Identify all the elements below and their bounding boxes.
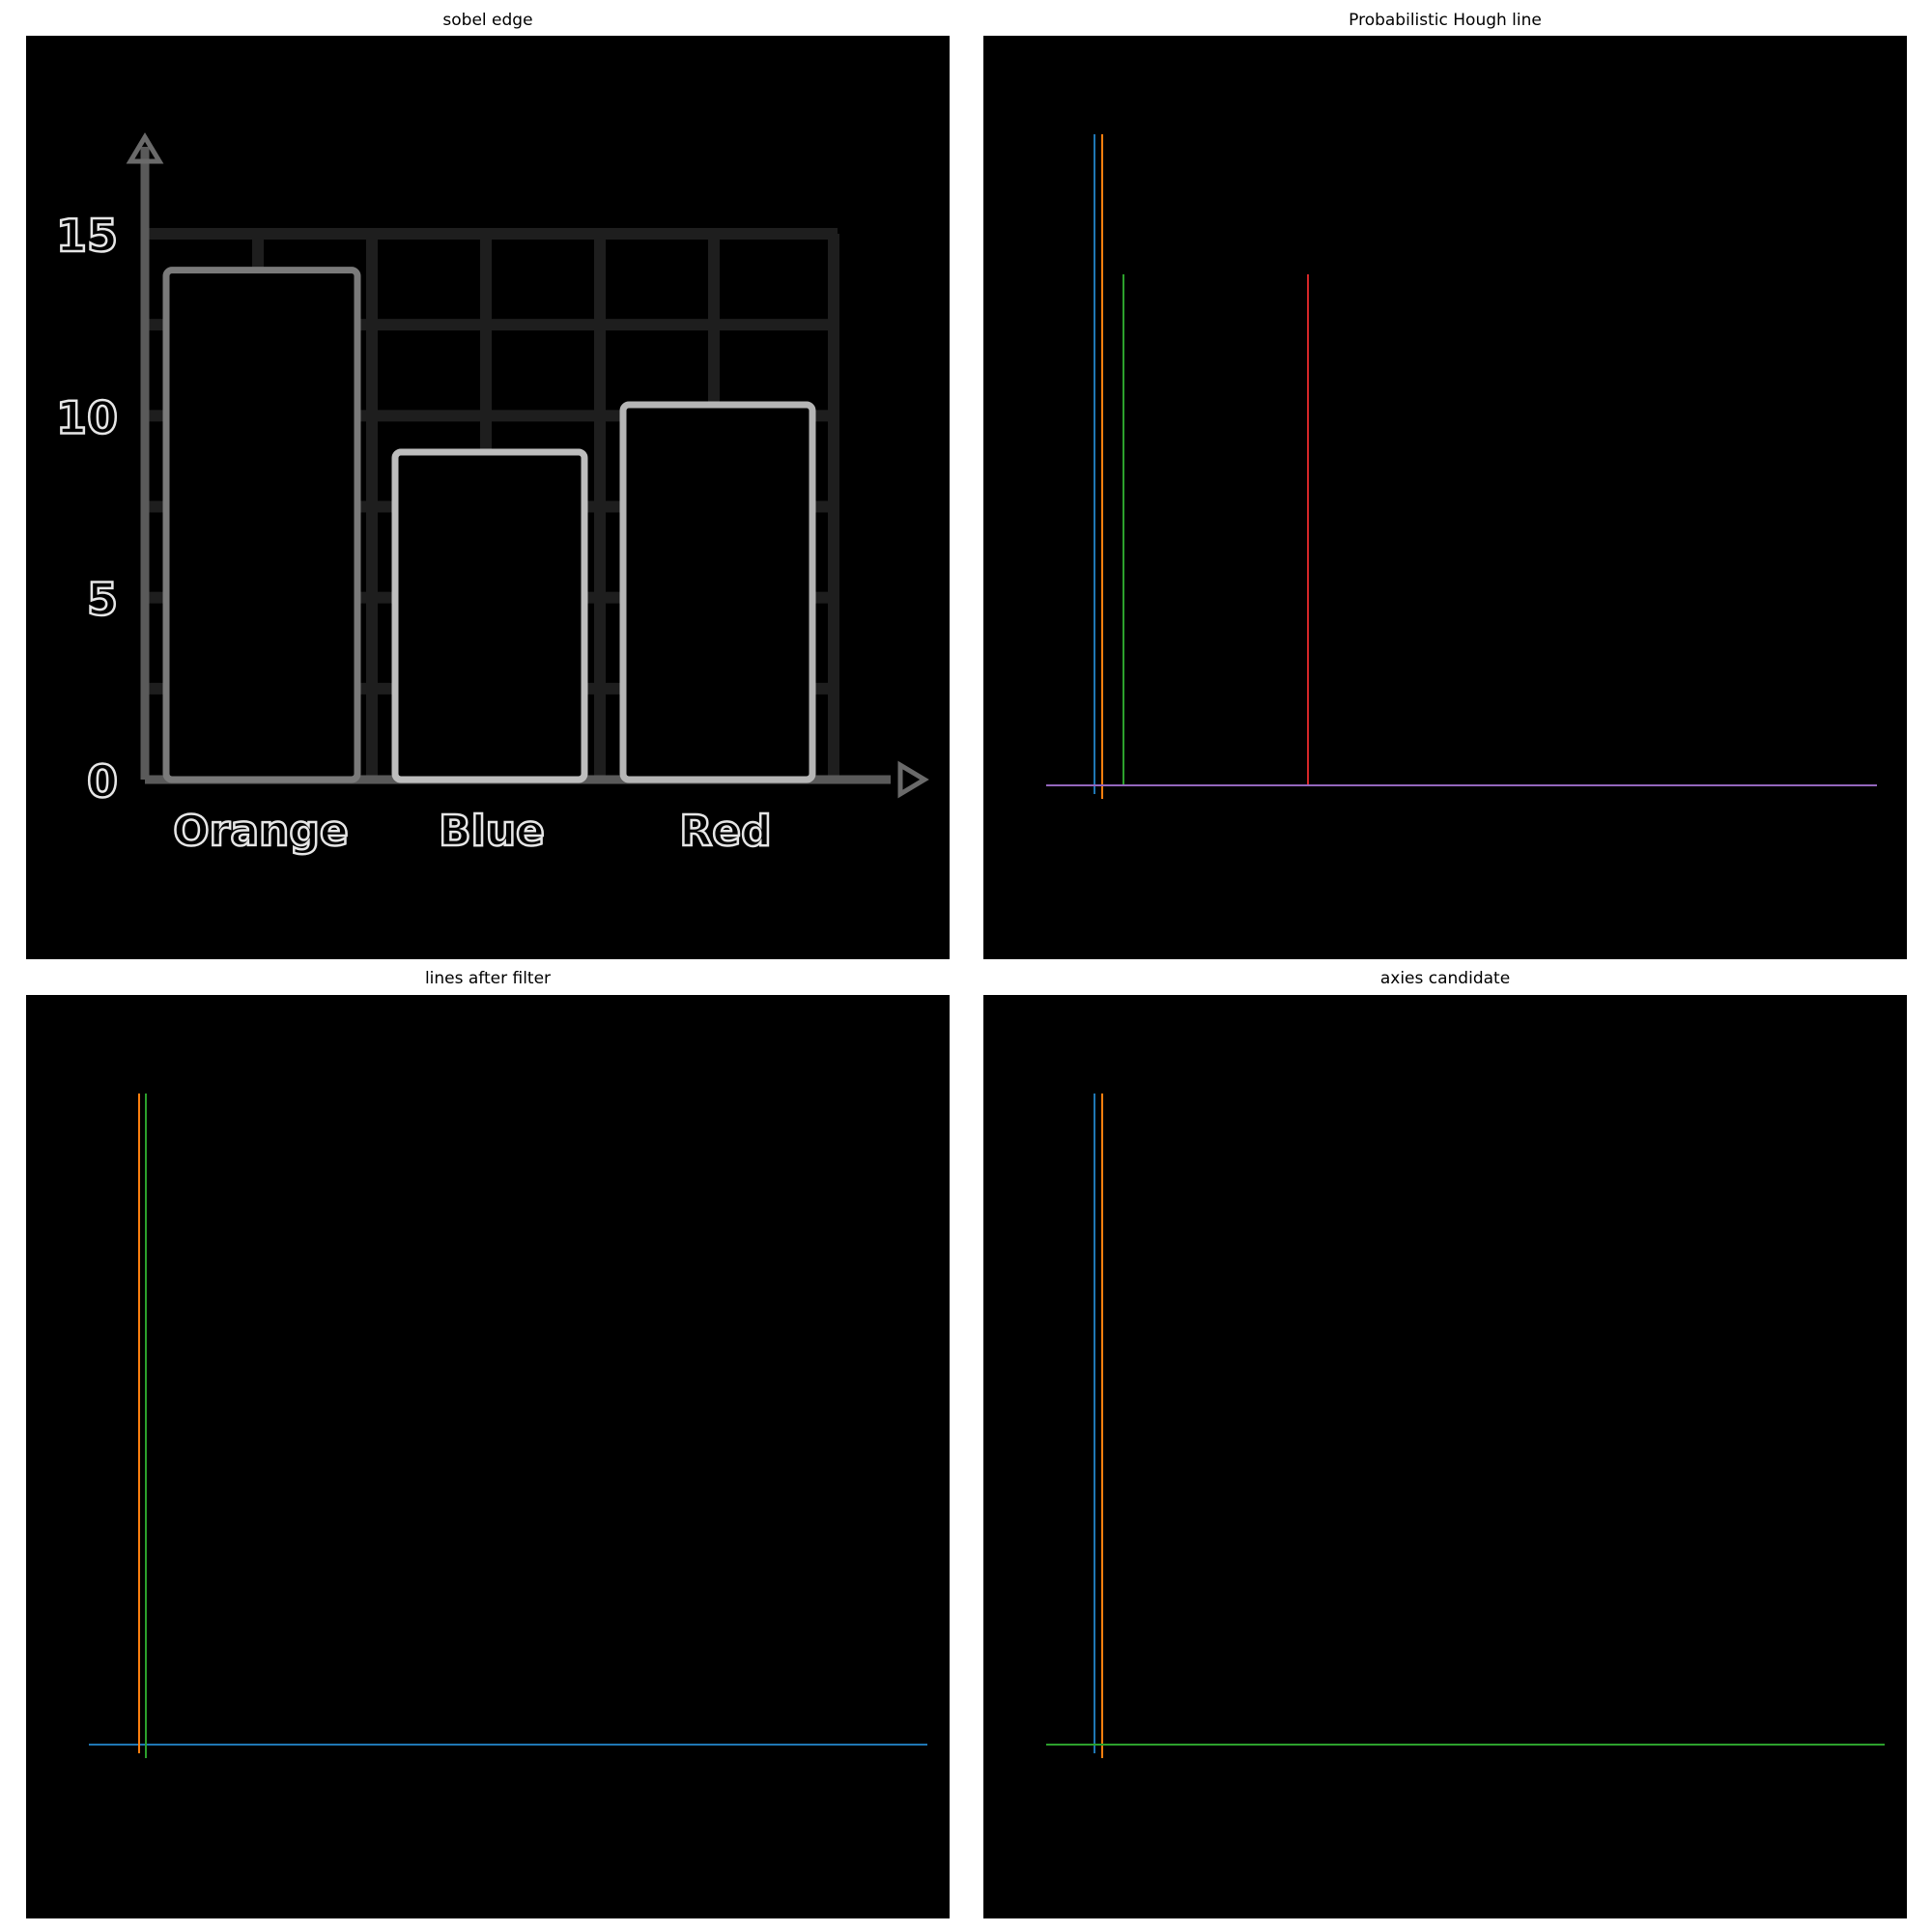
hough-line-image xyxy=(1046,134,1877,799)
hough-line-panel xyxy=(983,36,1907,959)
axes-candidate-panel xyxy=(983,995,1907,1918)
y-tick-label: 10 xyxy=(56,391,118,443)
sobel-edge-image: 0 5 10 15 Orange Blue Red xyxy=(55,132,929,857)
category-label: Orange xyxy=(173,807,348,856)
sobel-edge-panel: 0 5 10 15 Orange Blue Red xyxy=(26,36,950,959)
category-label: Blue xyxy=(439,807,545,856)
bar-edge-blue xyxy=(391,448,588,783)
panel-title-filtered: lines after filter xyxy=(424,969,552,988)
panel-title-sobel: sobel edge xyxy=(442,11,533,30)
y-tick-label: 15 xyxy=(56,210,118,262)
panel-title-hough: Probabilistic Hough line xyxy=(1349,11,1542,30)
bar-edge-red xyxy=(619,401,816,783)
y-axis-arrow xyxy=(126,132,164,164)
category-label: Red xyxy=(679,807,771,856)
bar-edge-orange xyxy=(162,267,361,783)
panel-title-axes: axies candidate xyxy=(1379,969,1511,988)
filtered-lines-image xyxy=(89,1094,927,1758)
y-tick-label: 5 xyxy=(87,574,118,626)
filtered-lines-panel xyxy=(26,995,950,1918)
x-axis-arrow xyxy=(897,760,929,799)
y-tick-label: 0 xyxy=(87,755,118,808)
axes-candidate-image xyxy=(1046,1094,1885,1758)
